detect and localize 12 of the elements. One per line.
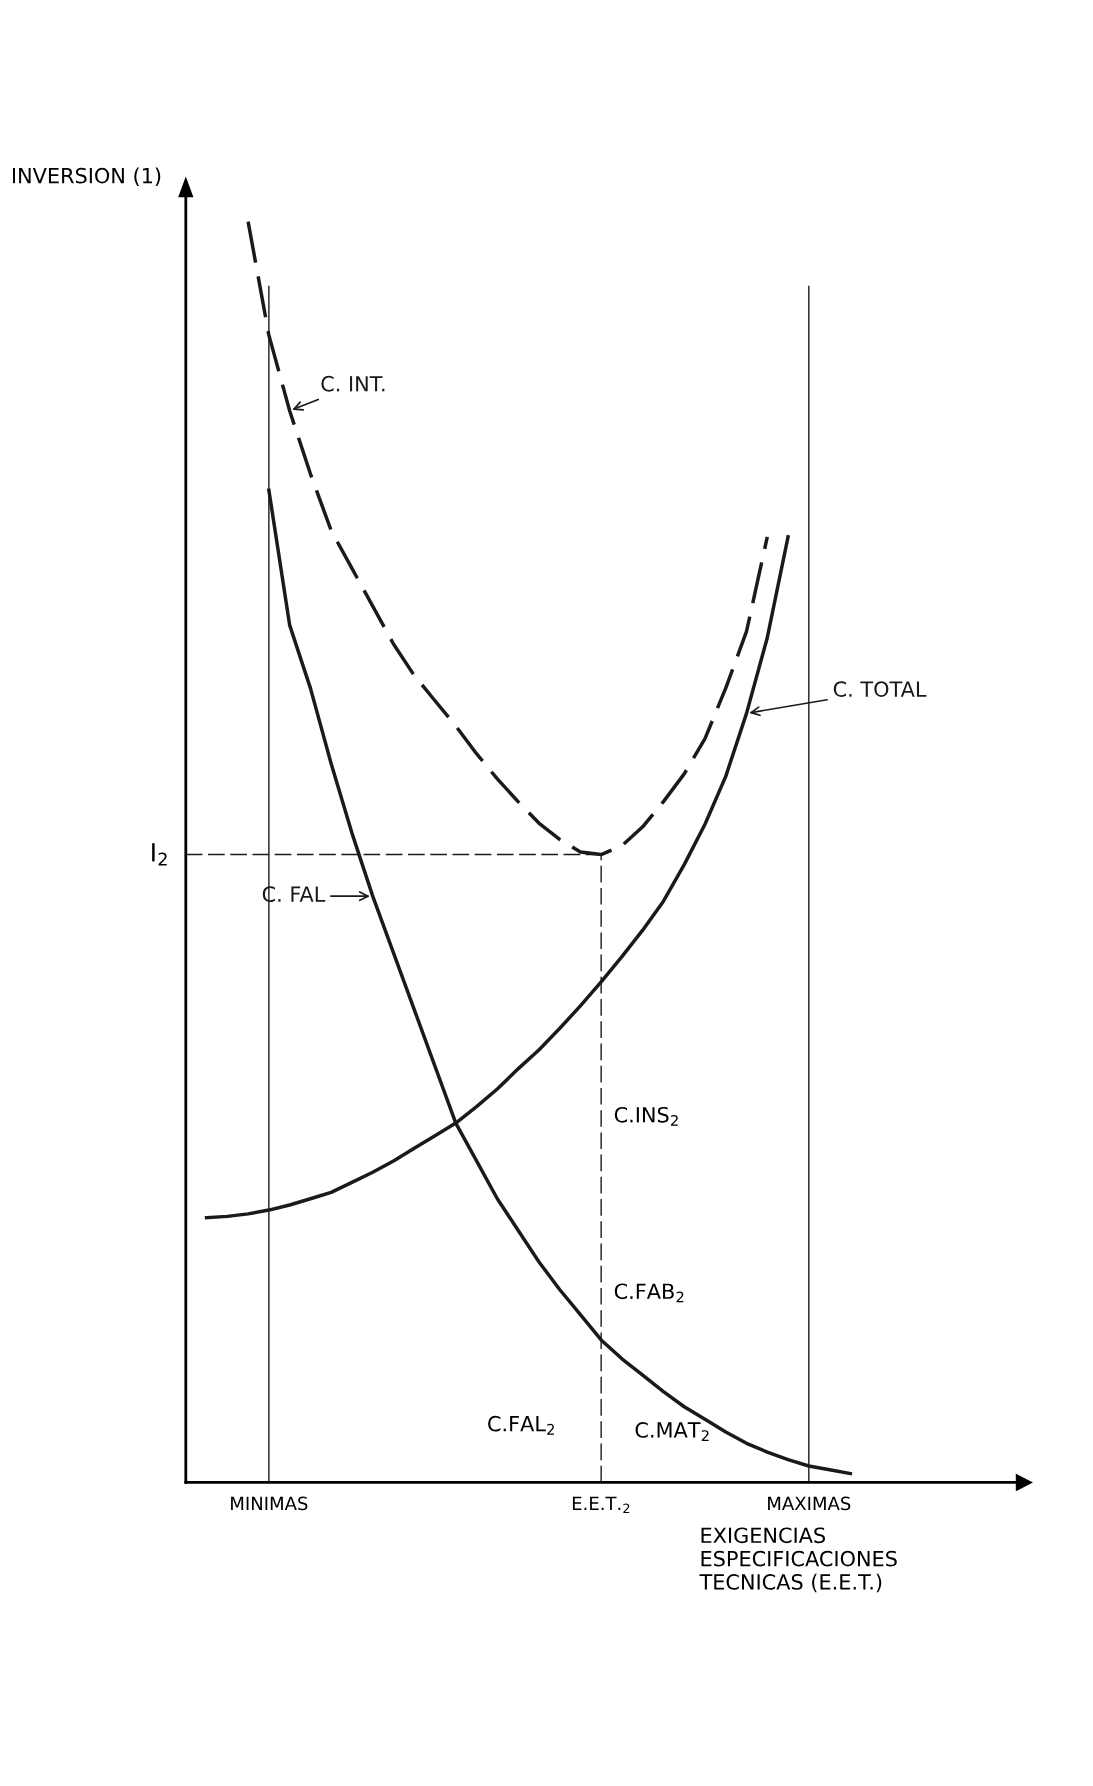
ref-line-label: I$_{2}$	[152, 843, 167, 866]
x-tick-label: E.E.T.$_{2}$	[572, 1496, 630, 1513]
text: C. TOTAL	[833, 681, 927, 697]
annotation: C.FAL$_{2}$	[488, 1415, 554, 1435]
annotation: C.FAB$_{2}$	[614, 1283, 684, 1303]
annotation: C.INS$_{2}$	[614, 1106, 678, 1126]
annotation: C.MAT$_{2}$	[635, 1422, 709, 1441]
series-label: C. INT.	[321, 375, 385, 392]
x-tick-label: MAXIMAS	[768, 1496, 851, 1511]
x-tick-label: MINIMAS	[231, 1496, 308, 1511]
x-axis-title: EXIGENCIAS ESPECIFICACIONES TECNICAS (E.E.T.)	[699, 1527, 897, 1593]
y-axis-title: INVERSION (1)	[12, 167, 161, 186]
